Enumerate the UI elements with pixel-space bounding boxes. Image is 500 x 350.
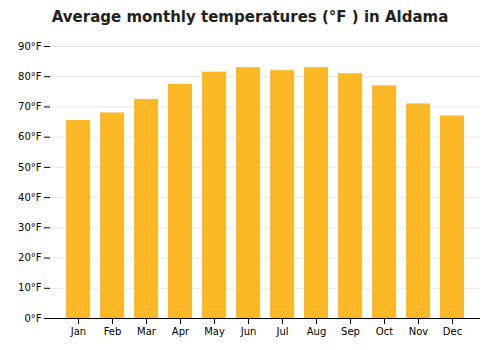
svg-text:40°F: 40°F (18, 192, 42, 203)
svg-text:Oct: Oct (376, 326, 393, 337)
svg-text:Apr: Apr (172, 326, 190, 337)
svg-text:Nov: Nov (409, 326, 429, 337)
svg-text:20°F: 20°F (18, 252, 42, 263)
svg-text:Jan: Jan (70, 326, 86, 337)
svg-text:May: May (204, 326, 225, 337)
svg-text:50°F: 50°F (18, 162, 42, 173)
svg-text:80°F: 80°F (18, 71, 42, 82)
svg-text:30°F: 30°F (18, 222, 42, 233)
svg-text:Jul: Jul (275, 326, 288, 337)
svg-text:Dec: Dec (443, 326, 462, 337)
svg-text:Jun: Jun (240, 326, 257, 337)
svg-text:Sep: Sep (341, 326, 360, 337)
svg-text:90°F: 90°F (18, 41, 42, 52)
svg-text:0°F: 0°F (24, 313, 41, 324)
svg-text:60°F: 60°F (18, 131, 42, 142)
svg-text:Aug: Aug (307, 326, 327, 337)
svg-text:70°F: 70°F (18, 101, 42, 112)
html-text:Average monthly temperatures (: Average monthly temperatures (°F ) in Al… (51, 8, 449, 26)
svg-text:10°F: 10°F (18, 282, 42, 293)
svg-text:Mar: Mar (137, 326, 157, 337)
svg-text:Feb: Feb (104, 326, 122, 337)
